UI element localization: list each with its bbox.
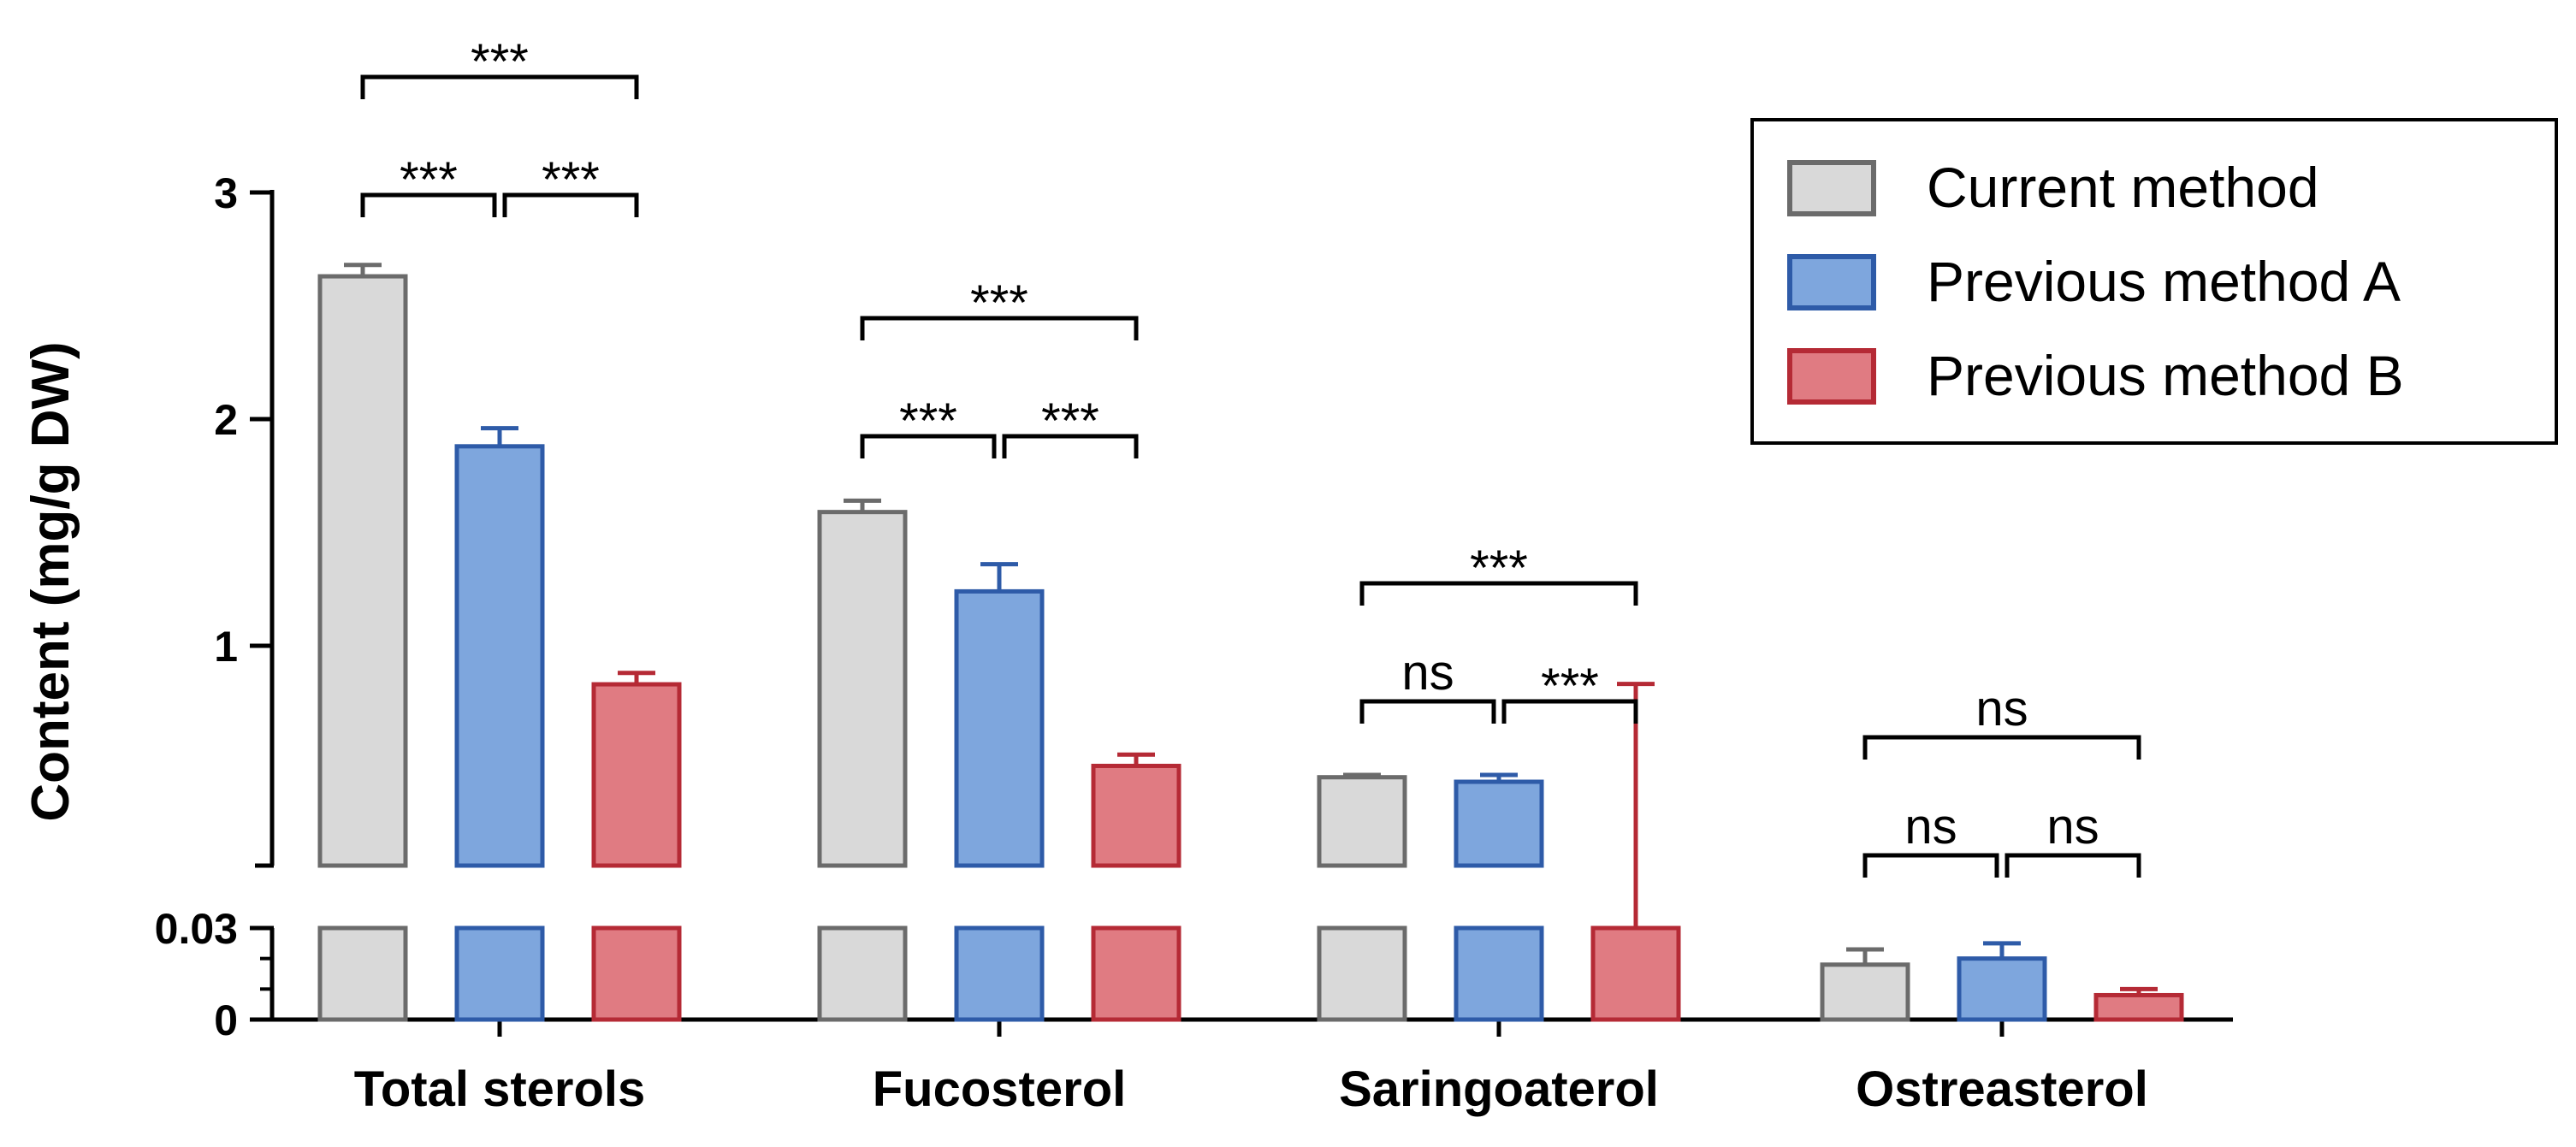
significance-bracket xyxy=(860,434,997,458)
legend: Current method Previous method A Previous … xyxy=(1750,118,2558,445)
bar-upper-segment xyxy=(817,510,908,868)
legend-label: Previous method B xyxy=(1927,344,2404,407)
significance-label: ns xyxy=(1401,645,1454,701)
bar-lower-segment xyxy=(2093,992,2184,1022)
significance-label: ns xyxy=(2046,799,2099,854)
legend-box xyxy=(1750,118,2558,445)
y-tick-label: 2 xyxy=(214,396,238,444)
significance-label: *** xyxy=(400,152,458,208)
bar-lower-segment xyxy=(317,925,408,1022)
significance-label: *** xyxy=(1470,541,1528,596)
y-tick-label: 1 xyxy=(214,623,238,671)
legend-swatch xyxy=(1787,160,1876,216)
bar-upper-segment xyxy=(454,444,545,868)
y-tick-label: 0 xyxy=(214,996,238,1044)
significance-bracket xyxy=(360,192,497,217)
bar-lower-segment xyxy=(1317,925,1407,1022)
bars xyxy=(317,263,2184,1022)
axes: 1 2 3 0 0.03 Total sterols Fucosterol Saringoat… xyxy=(155,169,2233,1117)
x-tick-label: Fucosterol xyxy=(873,1061,1127,1117)
x-tick-label: Total sterols xyxy=(354,1061,646,1117)
bar-lower-segment xyxy=(1454,925,1544,1022)
bar-lower-segment xyxy=(817,925,908,1022)
legend-swatch xyxy=(1787,348,1876,405)
bar-upper-segment xyxy=(1317,775,1407,868)
bar-upper-segment xyxy=(591,682,682,868)
significance-label: *** xyxy=(970,275,1028,331)
significance-label: *** xyxy=(1041,393,1099,449)
bar-lower-segment xyxy=(591,925,682,1022)
bar-upper-segment xyxy=(317,274,408,868)
bar-upper-segment xyxy=(1454,779,1544,868)
significance-bracket xyxy=(1359,699,1496,724)
significance-bracket xyxy=(1862,853,1999,878)
significance-bracket xyxy=(1501,699,1638,724)
legend-label: Previous method A xyxy=(1927,250,2401,313)
significance-label: *** xyxy=(542,152,600,208)
y-tick-label: 3 xyxy=(214,169,238,217)
y-axis-title: Content (mg/g DW) xyxy=(21,341,80,821)
significance-bracket xyxy=(2005,853,2141,878)
significance-label: ns xyxy=(1975,681,2028,736)
significance-bracket xyxy=(502,192,639,217)
significance-bracket xyxy=(360,74,639,99)
bar-lower-segment xyxy=(1590,925,1681,1022)
bar-lower-segment xyxy=(954,925,1045,1022)
legend-swatch xyxy=(1787,254,1876,310)
significance-label: ns xyxy=(1904,799,1957,854)
significance-bracket xyxy=(1359,581,1638,606)
significance-label: *** xyxy=(899,393,957,449)
bar-lower-segment xyxy=(1820,962,1910,1022)
significance-bracket xyxy=(1862,735,2141,760)
significance-label: *** xyxy=(1541,659,1599,714)
significance-bracket xyxy=(1002,434,1139,458)
y-tick-label: 0.03 xyxy=(155,905,238,953)
significance-brackets: *** *** *** *** *** *** ns *** *** ns ns ns xyxy=(360,34,2141,878)
significance-label: *** xyxy=(471,34,529,90)
bar-upper-segment xyxy=(954,588,1045,868)
bar-upper-segment xyxy=(1091,763,1181,868)
bar-lower-segment xyxy=(454,925,545,1022)
significance-bracket xyxy=(860,316,1139,340)
bar-lower-segment xyxy=(1091,925,1181,1022)
bar-lower-segment xyxy=(1957,956,2047,1022)
x-tick-label: Ostreasterol xyxy=(1856,1061,2148,1117)
x-tick-label: Saringoaterol xyxy=(1339,1061,1659,1117)
legend-label: Current method xyxy=(1927,156,2319,219)
